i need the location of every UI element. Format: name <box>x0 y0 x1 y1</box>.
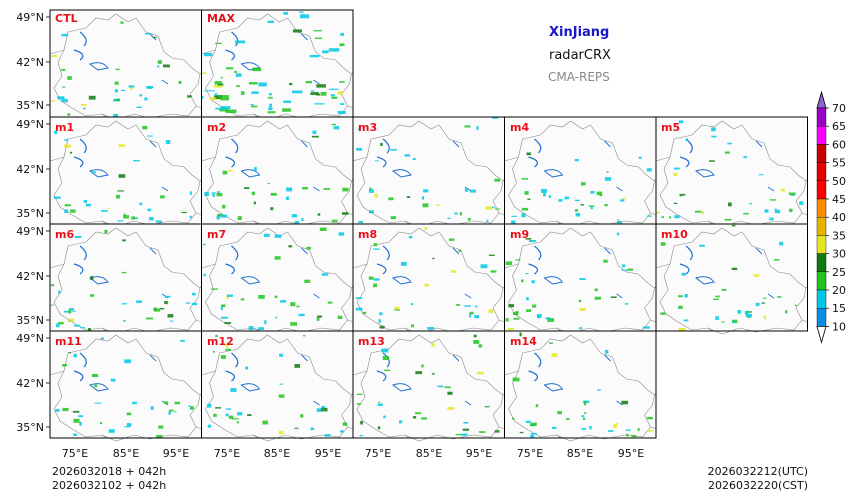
lon-tick-label: 85°E <box>264 447 290 460</box>
colorbar-label: 30 <box>832 248 846 261</box>
map-panel <box>655 116 809 228</box>
lat-tick-label: 49°N <box>16 225 44 238</box>
colorbar-extend-max <box>816 90 827 109</box>
lat-tick-label: 42°N <box>16 377 44 390</box>
lat-tick-label: 35°N <box>16 421 44 434</box>
colorbar-label: 60 <box>832 138 846 151</box>
map-panel <box>49 223 203 335</box>
valid-time-utc: 2026032212(UTC) <box>708 465 808 478</box>
panel-label-m7: m7 <box>207 228 226 241</box>
panel-label-m12: m12 <box>207 335 234 348</box>
lon-tick-label: 95°E <box>466 447 492 460</box>
colorbar-label: 20 <box>832 284 846 297</box>
map-panel <box>503 223 658 335</box>
panel-label-m5: m5 <box>661 121 680 134</box>
map-panel <box>200 330 355 442</box>
lon-tick-label: 75°E <box>62 447 88 460</box>
colorbar-segment <box>816 271 827 291</box>
colorbar-segment <box>816 289 827 309</box>
lat-tick-label: 42°N <box>16 163 44 176</box>
colorbar-segment <box>816 308 827 327</box>
lat-tick-label: 49°N <box>16 11 44 24</box>
map-panel <box>200 116 355 228</box>
map-panel <box>503 116 658 228</box>
colorbar-label: 10 <box>832 320 846 333</box>
figure-header: XinJiang radarCRX CMA-REPS <box>548 25 611 84</box>
panel-label-ctl: CTL <box>55 12 78 25</box>
lon-tick-label: 75°E <box>517 447 543 460</box>
panel-labels: CTL MAX m1 m2 m3 m4 m5 m6 m7 m8 m9 m10 m… <box>55 12 688 348</box>
colorbar-segment <box>816 253 827 273</box>
panel-label-max: MAX <box>207 12 235 25</box>
map-panel <box>352 330 506 442</box>
lat-tick-label: 49°N <box>16 118 44 131</box>
colorbar-label: 50 <box>832 175 846 188</box>
colorbar-label: 55 <box>832 157 846 170</box>
lat-tick-label: 49°N <box>16 332 44 345</box>
colorbar-label: 65 <box>832 120 846 133</box>
lon-tick-label: 95°E <box>163 447 189 460</box>
lat-tick-label: 42°N <box>16 56 44 69</box>
map-panel <box>200 9 355 121</box>
lon-tick-label: 85°E <box>113 447 139 460</box>
colorbar-segment <box>816 180 827 200</box>
panel-label-m11: m11 <box>55 335 82 348</box>
lon-tick-label: 75°E <box>365 447 391 460</box>
init-time-cst: 2026032102 + 042h <box>52 479 166 492</box>
colorbar-segment <box>816 162 827 182</box>
panel-label-m2: m2 <box>207 121 226 134</box>
lon-tick-label: 75°E <box>214 447 240 460</box>
colorbar-segment <box>816 216 827 236</box>
panel-label-m13: m13 <box>358 335 385 348</box>
model-title: CMA-REPS <box>548 70 610 84</box>
map-panels <box>49 9 809 442</box>
colorbar-label: 45 <box>832 193 846 206</box>
map-panel <box>200 223 355 335</box>
valid-time-cst: 2026032220(CST) <box>708 479 808 492</box>
map-panel <box>49 330 203 442</box>
init-time-utc: 2026032018 + 042h <box>52 465 166 478</box>
colorbar-label: 25 <box>832 266 846 279</box>
lon-tick-label: 95°E <box>315 447 341 460</box>
panel-label-m1: m1 <box>55 121 74 134</box>
colorbar: 70 65 60 55 50 45 40 35 30 25 20 15 10 <box>816 90 846 344</box>
colorbar-segment <box>816 107 827 127</box>
colorbar-label: 40 <box>832 211 846 224</box>
lon-tick-label: 95°E <box>618 447 644 460</box>
panel-label-m14: m14 <box>510 335 537 348</box>
panel-label-m10: m10 <box>661 228 688 241</box>
colorbar-segment <box>816 144 827 163</box>
region-title: XinJiang <box>549 25 609 40</box>
lat-tick-label: 35°N <box>16 99 44 112</box>
panel-label-m6: m6 <box>55 228 74 241</box>
map-panel <box>503 330 658 442</box>
latitude-axis: 49°N 42°N 35°N 49°N 42°N 35°N 49°N 42°N … <box>16 11 50 434</box>
panel-label-m3: m3 <box>358 121 377 134</box>
map-panel <box>49 9 203 121</box>
colorbar-segment <box>816 198 827 218</box>
lon-tick-label: 85°E <box>416 447 442 460</box>
panel-label-m4: m4 <box>510 121 529 134</box>
colorbar-segment <box>816 125 827 145</box>
panel-label-m8: m8 <box>358 228 377 241</box>
lat-tick-label: 35°N <box>16 207 44 220</box>
longitude-axis: 75°E 85°E 95°E 75°E 85°E 95°E 75°E 85°E … <box>62 447 644 460</box>
colorbar-label: 15 <box>832 302 846 315</box>
lat-tick-label: 42°N <box>16 270 44 283</box>
lat-tick-label: 35°N <box>16 314 44 327</box>
panel-label-m9: m9 <box>510 228 529 241</box>
colorbar-label: 70 <box>832 102 846 115</box>
footer: 2026032018 + 042h 2026032102 + 042h 2026… <box>52 465 808 492</box>
variable-title: radarCRX <box>549 48 611 63</box>
colorbar-extend-min <box>816 326 827 344</box>
colorbar-segment <box>816 235 827 254</box>
map-panel <box>352 116 506 228</box>
map-panel <box>655 223 809 335</box>
colorbar-label: 35 <box>832 229 846 242</box>
lon-tick-label: 85°E <box>567 447 593 460</box>
